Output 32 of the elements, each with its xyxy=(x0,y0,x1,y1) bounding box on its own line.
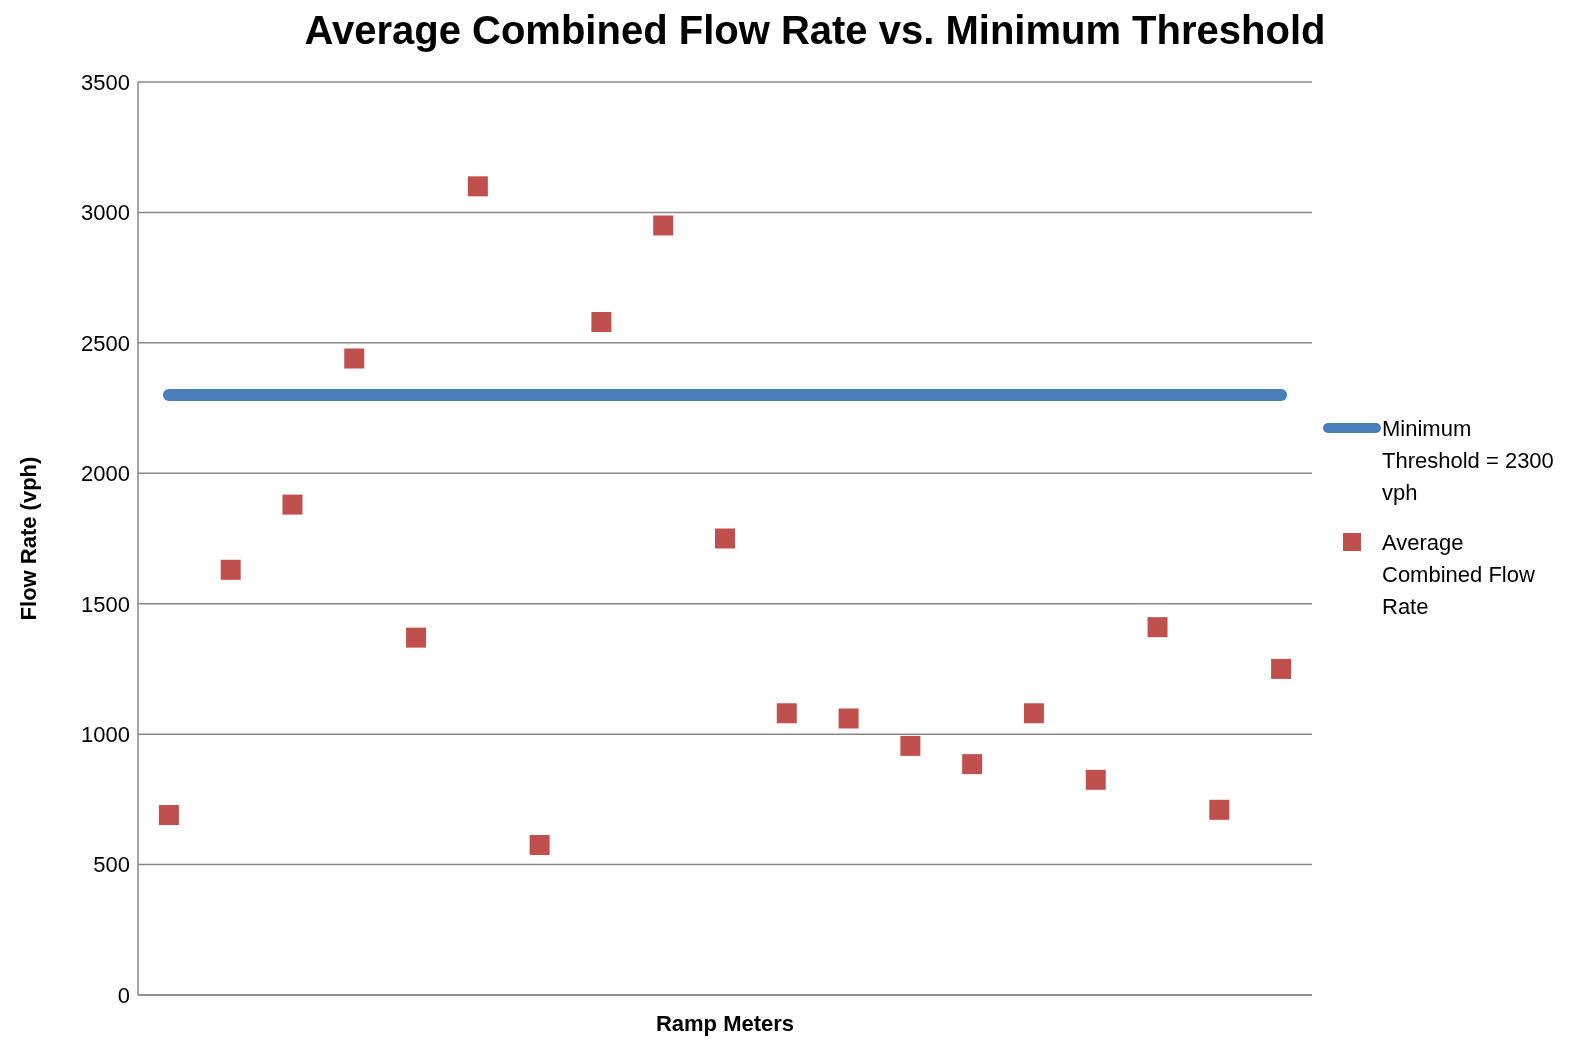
point xyxy=(715,528,735,549)
point xyxy=(406,627,427,648)
point xyxy=(1271,658,1292,679)
y-tick-label: 3500 xyxy=(81,69,130,95)
point xyxy=(900,735,921,756)
point xyxy=(653,215,674,236)
y-tick-label: 2000 xyxy=(81,461,130,487)
point xyxy=(282,494,303,515)
y-tick-label: 1000 xyxy=(81,721,130,747)
legend-label: Minimum Threshold = 2300 vph xyxy=(1382,414,1555,507)
point xyxy=(158,805,179,826)
y-tick-label: 500 xyxy=(93,852,130,878)
point xyxy=(529,835,550,856)
point xyxy=(344,348,365,369)
point xyxy=(1147,617,1168,638)
y-tick-label: 3000 xyxy=(81,200,130,226)
point xyxy=(1085,769,1106,790)
point xyxy=(776,703,797,724)
x-axis-title: Ramp Meters xyxy=(655,1011,795,1036)
y-tick-label: 1500 xyxy=(81,591,130,617)
point xyxy=(591,311,612,332)
point xyxy=(1023,703,1044,724)
point xyxy=(962,754,983,775)
legend-label: Average Combined Flow Rate xyxy=(1382,528,1536,621)
point xyxy=(1209,799,1230,820)
point xyxy=(838,708,859,729)
point xyxy=(467,176,488,197)
y-tick-label: 0 xyxy=(117,982,130,1008)
chart-title: Average Combined Flow Rate vs. Minimum Threshold xyxy=(303,8,1327,53)
y-tick-label: 2500 xyxy=(81,330,130,356)
y-axis-title: Flow Rate (vph) xyxy=(15,456,41,621)
point xyxy=(220,559,241,580)
